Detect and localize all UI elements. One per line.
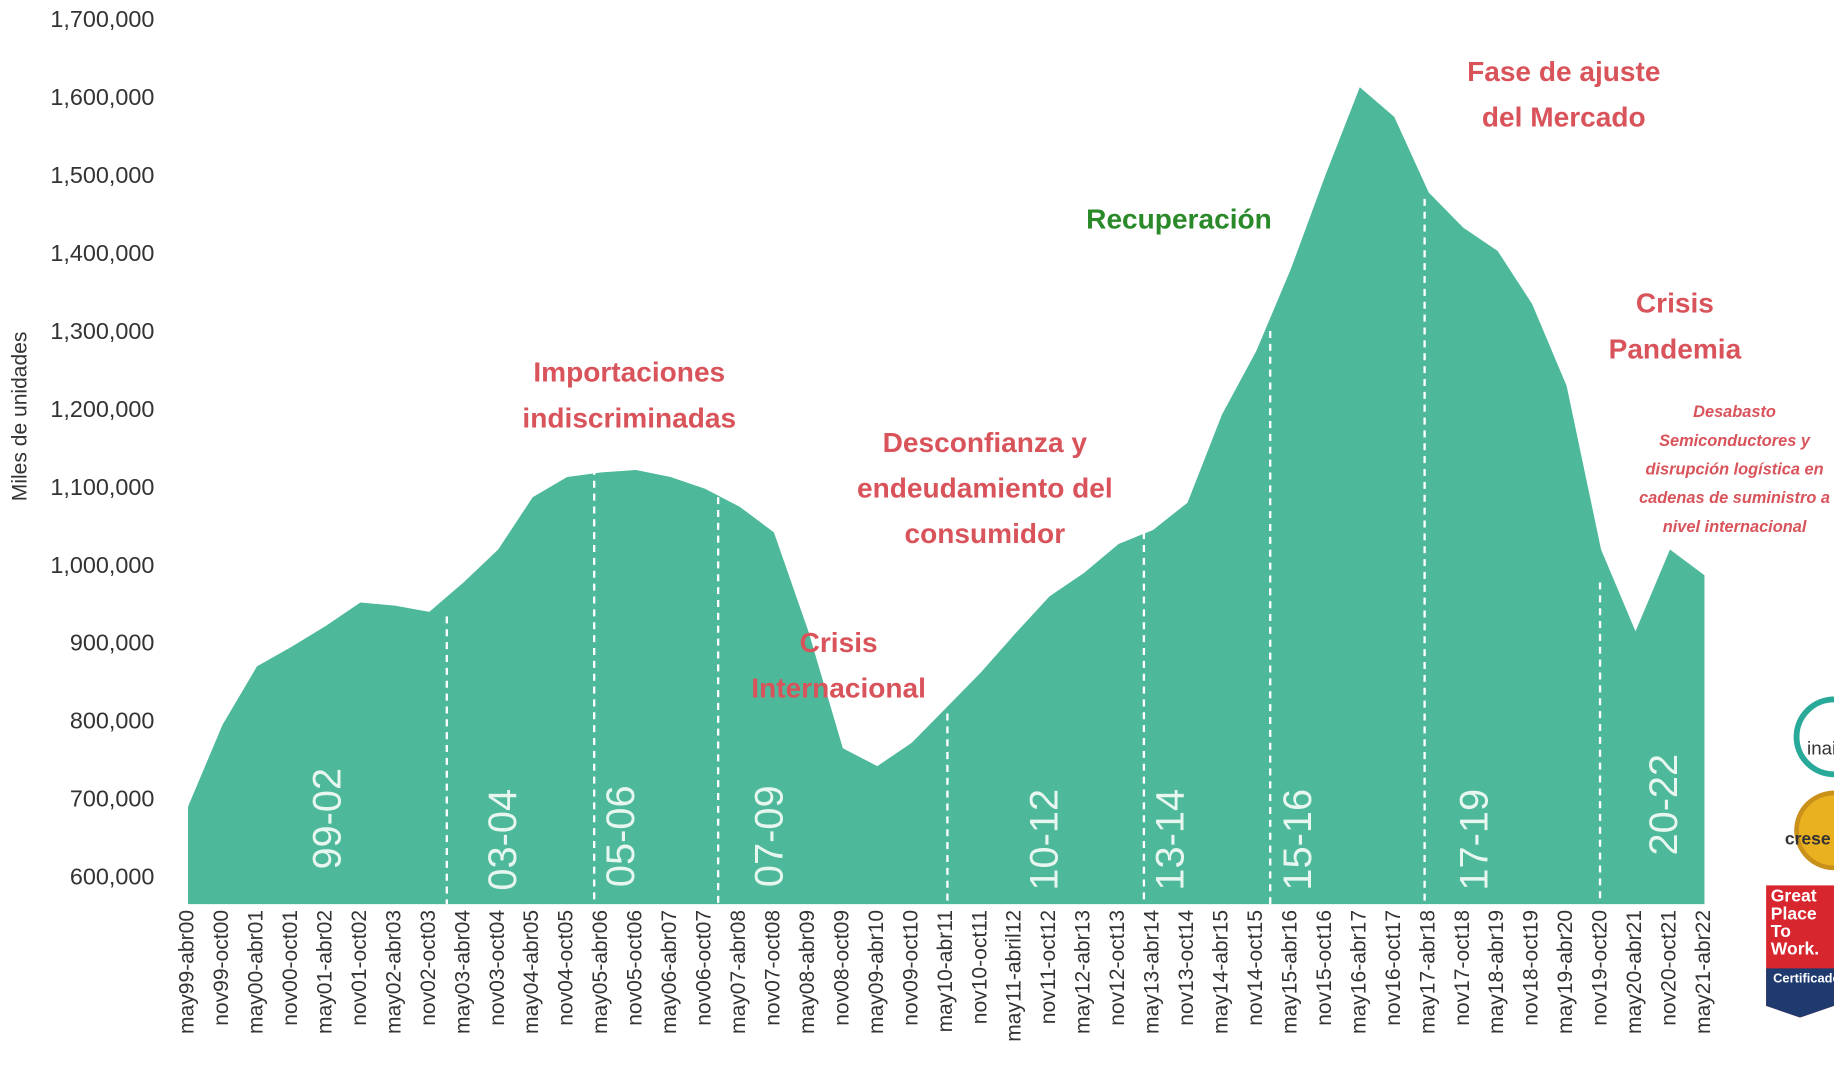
x-tick-label: nov04-oct05	[555, 910, 578, 1026]
annotation: del Mercado	[1482, 102, 1646, 133]
y-tick-label: 1,300,000	[50, 318, 154, 344]
y-tick-label: 1,200,000	[50, 396, 154, 422]
badge-text: To	[1771, 921, 1791, 941]
x-tick-label: nov20-oct21	[1658, 910, 1681, 1026]
annotation: Desabasto	[1693, 403, 1776, 421]
period-label: 20-22	[1642, 754, 1686, 856]
annotation: Fase de ajuste	[1467, 56, 1660, 87]
area	[188, 87, 1705, 905]
annotation: Internacional	[751, 672, 926, 703]
x-tick-label: nov99-oct00	[210, 910, 233, 1026]
badge-text: Place	[1771, 903, 1817, 923]
period-label: 10-12	[1022, 789, 1066, 891]
annotation: Crisis	[1636, 288, 1714, 319]
x-tick-label: nov08-oct09	[830, 910, 853, 1026]
period-label: 03-04	[481, 789, 525, 891]
y-tick-label: 800,000	[70, 708, 155, 734]
x-tick-label: may13-abr14	[1141, 910, 1164, 1034]
x-tick-label: nov05-oct06	[624, 910, 647, 1026]
annotation: endeudamiento del	[857, 472, 1113, 503]
x-tick-label: nov16-oct17	[1382, 910, 1405, 1026]
x-tick-label: nov11-oct12	[1037, 910, 1060, 1024]
annotation: nivel internacional	[1663, 518, 1807, 536]
x-tick-label: may02-abr03	[382, 910, 405, 1034]
x-tick-label: nov02-oct03	[417, 910, 440, 1026]
x-tick-label: nov07-oct08	[761, 910, 784, 1026]
y-tick-label: 600,000	[70, 864, 155, 890]
x-tick-label: may10-abr11	[934, 910, 957, 1032]
annotation: Pandemia	[1609, 333, 1742, 364]
badge-text: inai	[1807, 738, 1834, 759]
y-tick-label: 1,100,000	[50, 474, 154, 500]
period-dividers	[445, 198, 1602, 905]
annotation: indiscriminadas	[522, 402, 736, 433]
badge-text: Great	[1771, 886, 1817, 906]
x-tick-label: may17-abr18	[1416, 910, 1439, 1034]
x-tick-label: may05-abr06	[589, 910, 612, 1034]
x-tick-label: may99-abr00	[176, 910, 199, 1034]
x-tick-label: nov01-oct02	[348, 910, 371, 1026]
annotation: Desconfianza y	[883, 427, 1088, 458]
y-tick-label: 1,400,000	[50, 240, 154, 266]
annotation: consumidor	[905, 518, 1066, 549]
x-tick-label: may11-abril12	[1003, 910, 1026, 1042]
x-tick-label: nov03-oct04	[486, 910, 509, 1026]
annotation: Recuperación	[1086, 203, 1272, 234]
period-label: 15-16	[1276, 789, 1320, 891]
badge-text: Certificado	[1773, 970, 1834, 985]
x-tick-label: nov10-oct11	[968, 910, 991, 1024]
x-tick-label: nov15-oct16	[1313, 910, 1336, 1026]
y-tick-label: 1,600,000	[50, 84, 154, 110]
x-tick-label: nov00-oct01	[279, 910, 302, 1026]
badge-text: Work.	[1771, 938, 1819, 958]
x-tick-label: nov12-oct13	[1106, 910, 1129, 1026]
x-tick-label: may00-abr01	[245, 910, 268, 1034]
x-tick-label: nov19-oct20	[1589, 910, 1612, 1026]
x-tick-label: may04-abr05	[520, 910, 543, 1034]
x-tick-label: may12-abr13	[1072, 910, 1095, 1034]
annotation: cadenas de suministro a	[1639, 489, 1830, 507]
x-tick-label: may16-abr17	[1347, 910, 1370, 1034]
x-tick-label: may19-abr20	[1554, 910, 1577, 1034]
x-tick-label: nov17-oct18	[1451, 910, 1474, 1026]
y-tick-label: 1,500,000	[50, 162, 154, 188]
annotation: disrupción logística en	[1645, 461, 1823, 479]
x-tick-label: nov09-oct10	[899, 910, 922, 1026]
x-tick-label: may03-abr04	[451, 910, 474, 1034]
x-tick-label: nov18-oct19	[1520, 910, 1543, 1026]
period-label: 17-19	[1453, 789, 1497, 891]
badge-text: crese	[1785, 828, 1831, 848]
y-axis-label: Miles de unidades	[9, 332, 32, 502]
x-tick-label: may20-abr21	[1623, 910, 1646, 1034]
period-label: 05-06	[599, 785, 643, 887]
y-tick-label: 1,000,000	[50, 552, 154, 578]
x-tick-label: may15-abr16	[1278, 910, 1301, 1034]
x-tick-label: nov06-oct07	[693, 910, 716, 1026]
annotation: Crisis	[800, 627, 878, 658]
y-tick-label: 1,700,000	[50, 6, 154, 32]
x-tick-label: may18-abr19	[1485, 910, 1508, 1034]
period-label: 13-14	[1149, 789, 1193, 891]
x-tick-label: may07-abr08	[727, 910, 750, 1034]
x-tick-label: may21-abr22	[1692, 910, 1715, 1034]
x-tick-label: may14-abr15	[1210, 910, 1233, 1034]
x-tick-label: may09-abr10	[865, 910, 888, 1034]
badges: inai crese	[1766, 696, 1834, 1018]
x-tick-label: may08-abr09	[796, 910, 819, 1034]
x-tick-label: nov14-oct15	[1244, 910, 1267, 1026]
y-tick-label: 900,000	[70, 630, 155, 656]
x-tick-label: may06-abr07	[658, 910, 681, 1034]
annotation: Semiconductores y	[1659, 432, 1811, 450]
period-label: 07-09	[747, 785, 791, 887]
period-label: 99-02	[305, 768, 349, 870]
x-tick-label: may01-abr02	[313, 910, 336, 1034]
annotation: Importaciones	[533, 357, 725, 388]
x-tick-label: nov13-oct14	[1175, 910, 1198, 1026]
y-tick-label: 700,000	[70, 786, 155, 812]
